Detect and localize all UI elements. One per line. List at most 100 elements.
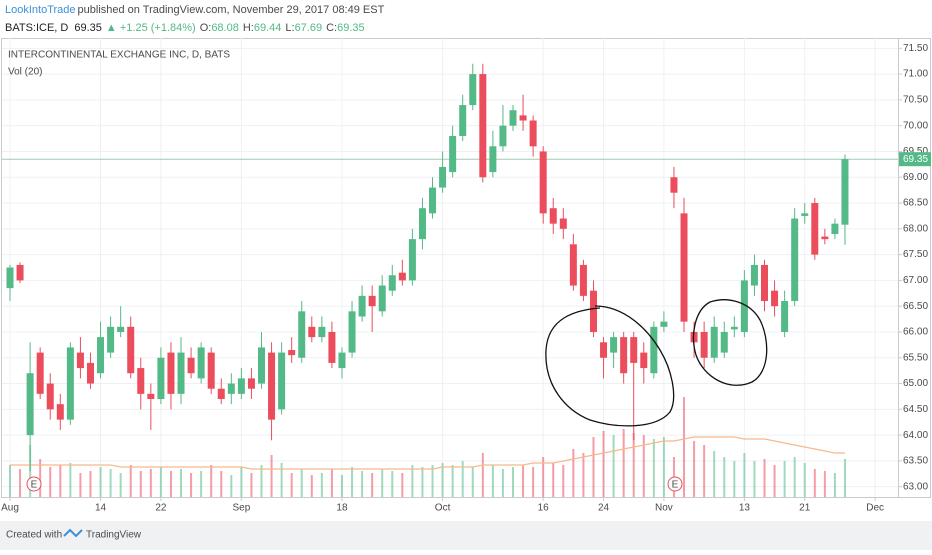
volume-bar — [371, 473, 374, 497]
candle-body — [137, 368, 145, 394]
volume-bar — [813, 469, 816, 497]
candle-body — [831, 223, 839, 234]
candle-body — [197, 347, 205, 379]
candle-body — [579, 264, 587, 296]
candle-body — [630, 337, 638, 363]
candle-body — [710, 326, 718, 358]
y-tick-label: 69.50 — [903, 146, 928, 157]
volume-bar — [59, 465, 62, 497]
ohlc-value: 67.69 — [295, 22, 323, 34]
volume-bar — [803, 463, 806, 497]
volume-bar — [290, 473, 293, 497]
volume-bar — [723, 457, 726, 497]
volume-bar — [220, 471, 223, 497]
volume-bar — [49, 467, 52, 497]
y-tick-label: 70.50 — [903, 95, 928, 106]
last-price-box — [899, 152, 931, 167]
x-tick-label: 24 — [598, 503, 610, 514]
volume-bar — [401, 473, 404, 497]
volume-bar — [763, 459, 766, 497]
candle-body — [318, 326, 326, 338]
volume-bar — [320, 473, 323, 497]
earnings-marker[interactable]: E — [26, 476, 42, 492]
volume-bar — [210, 465, 213, 497]
volume-bar — [713, 451, 716, 497]
volume-bar — [562, 465, 565, 497]
y-tick-label: 65.50 — [903, 352, 928, 363]
candle-body — [258, 347, 265, 384]
candle-body — [368, 295, 376, 307]
volume-bar — [280, 463, 283, 497]
volume-bar — [129, 465, 132, 497]
volume-bar — [642, 435, 645, 497]
volume-bar — [69, 463, 72, 497]
candle-body — [207, 352, 215, 389]
y-tick-label: 63.50 — [903, 456, 928, 467]
earnings-marker[interactable]: E — [667, 476, 683, 492]
symbol: BATS:ICE, D — [5, 22, 68, 34]
candle-body — [429, 187, 437, 214]
y-tick-label: 67.00 — [903, 275, 928, 286]
volume-bar — [733, 461, 736, 497]
volume-bar — [310, 475, 313, 497]
x-tick-label: 22 — [155, 503, 167, 514]
candle-body — [841, 159, 849, 225]
y-tick-label: 65.00 — [903, 378, 928, 389]
candle-body — [720, 331, 728, 353]
volume-bar — [693, 441, 696, 497]
volume-bar — [612, 435, 615, 497]
footer-brand[interactable]: TradingView — [86, 530, 142, 541]
candle-body — [600, 342, 608, 358]
volume-bar — [159, 467, 162, 497]
x-tick-label: Nov — [655, 503, 673, 514]
volume-bar — [703, 445, 706, 497]
candle-body — [378, 285, 386, 312]
ohlc-value: 68.08 — [211, 22, 239, 34]
logo — [63, 528, 83, 538]
volume-bar — [592, 437, 595, 497]
volume-bar — [149, 469, 152, 497]
candle-body — [348, 311, 356, 353]
y-tick-label: 68.00 — [903, 223, 928, 234]
volume-bar — [250, 473, 253, 497]
candle-body — [86, 362, 94, 384]
candle-body — [781, 301, 789, 332]
candle-body — [821, 236, 829, 240]
volume-bar — [169, 471, 172, 497]
x-tick-label: 14 — [95, 503, 107, 514]
candle-body — [509, 110, 517, 126]
ohlc-value: 69.35 — [337, 22, 365, 34]
header-line1: LookIntoTrade published on TradingView.co… — [5, 4, 385, 16]
volume-bar — [773, 465, 776, 497]
ohlc-label: H: — [243, 22, 254, 34]
candle-body — [26, 373, 34, 436]
author[interactable]: LookIntoTrade — [5, 4, 76, 16]
candle-body — [16, 264, 24, 281]
volume-bar — [381, 469, 384, 497]
candle-body — [308, 326, 316, 338]
candle-body — [117, 326, 125, 332]
volume — [9, 397, 846, 497]
candle-body — [46, 383, 54, 410]
candle-body — [469, 74, 477, 106]
ohlc-label: O: — [200, 22, 212, 34]
candle-body — [76, 352, 84, 369]
candle-body — [328, 331, 336, 363]
volume-bar — [391, 471, 394, 497]
volume-bar — [260, 465, 263, 497]
candle-body — [107, 326, 115, 353]
volume-bar — [622, 429, 625, 497]
y-tick-label: 70.00 — [903, 120, 928, 131]
price: 69.35 — [74, 22, 102, 34]
candle-body — [589, 290, 597, 332]
axes: 63.00 63.50 64.00 64.50 65.00 65.50 66.00 66.50… — [1, 43, 931, 514]
candle-body — [750, 264, 758, 286]
volume-bar — [662, 437, 665, 497]
candle-body — [499, 125, 507, 147]
candle-body — [227, 383, 235, 394]
y-tick-label: 64.50 — [903, 404, 928, 415]
candle-body — [157, 357, 165, 400]
